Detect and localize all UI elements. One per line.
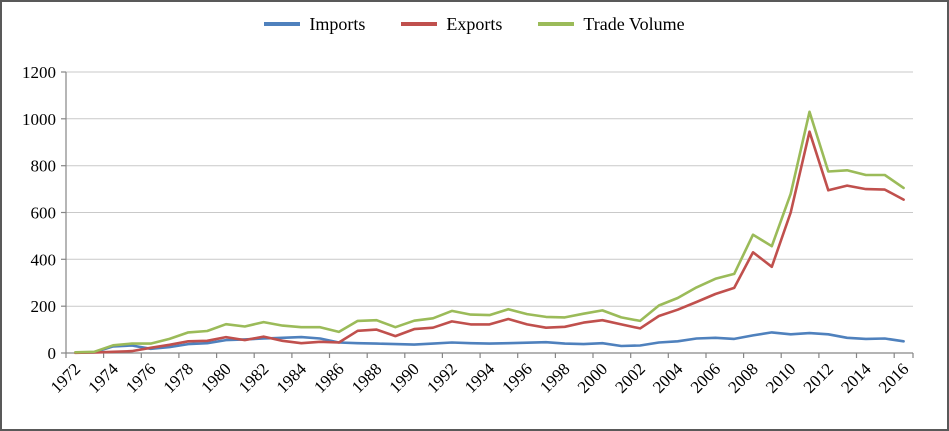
- y-axis-label: 400: [31, 250, 57, 269]
- y-axis-label: 600: [31, 204, 57, 223]
- x-axis-label: 2004: [649, 359, 687, 397]
- x-axis-label: 1992: [423, 359, 460, 396]
- x-axis-label: 1976: [122, 359, 159, 396]
- x-axis-label: 2008: [724, 359, 761, 396]
- chart-legend: Imports Exports Trade Volume: [2, 15, 947, 33]
- legend-label-imports: Imports: [309, 14, 366, 34]
- x-axis-label: 1994: [461, 359, 499, 397]
- x-axis-label: 1998: [536, 359, 573, 396]
- exports-line-swatch: [401, 22, 438, 26]
- x-axis-label: 1978: [160, 359, 197, 396]
- x-axis-label: 2016: [875, 359, 912, 396]
- x-axis-label: 1986: [310, 359, 347, 396]
- y-axis-label: 800: [31, 157, 57, 176]
- y-axis-label: 1200: [22, 63, 56, 82]
- x-axis-label: 2014: [837, 359, 875, 397]
- series-line-imports: [74, 331, 905, 354]
- y-axis-label: 0: [48, 344, 57, 363]
- imports-line-swatch: [264, 22, 301, 26]
- x-axis-label: 1980: [197, 359, 234, 396]
- x-axis-label: 2006: [687, 359, 724, 396]
- trade-volume-line-swatch: [538, 22, 575, 26]
- legend-label-exports: Exports: [446, 14, 503, 34]
- x-axis-label: 2010: [762, 359, 799, 396]
- series-line-trade-volume: [74, 110, 905, 354]
- x-axis-label: 2012: [800, 359, 837, 396]
- x-axis-label: 1974: [84, 359, 122, 397]
- legend-item-exports: Exports: [401, 15, 502, 33]
- y-axis-label: 1000: [22, 110, 56, 129]
- x-axis-label: 2002: [611, 359, 648, 396]
- legend-item-imports: Imports: [264, 15, 365, 33]
- x-axis-label: 1982: [235, 359, 272, 396]
- x-axis-label: 1988: [348, 359, 385, 396]
- x-axis-label: 1990: [386, 359, 423, 396]
- series-line-exports: [74, 130, 905, 355]
- legend-label-trade-volume: Trade Volume: [583, 14, 685, 34]
- x-axis-label: 1972: [47, 359, 84, 396]
- x-axis-label: 1996: [498, 359, 535, 396]
- y-axis-label: 200: [31, 297, 57, 316]
- legend-item-trade-volume: Trade Volume: [538, 14, 685, 34]
- x-axis-label: 1984: [273, 359, 311, 397]
- x-axis-label: 2000: [574, 359, 611, 396]
